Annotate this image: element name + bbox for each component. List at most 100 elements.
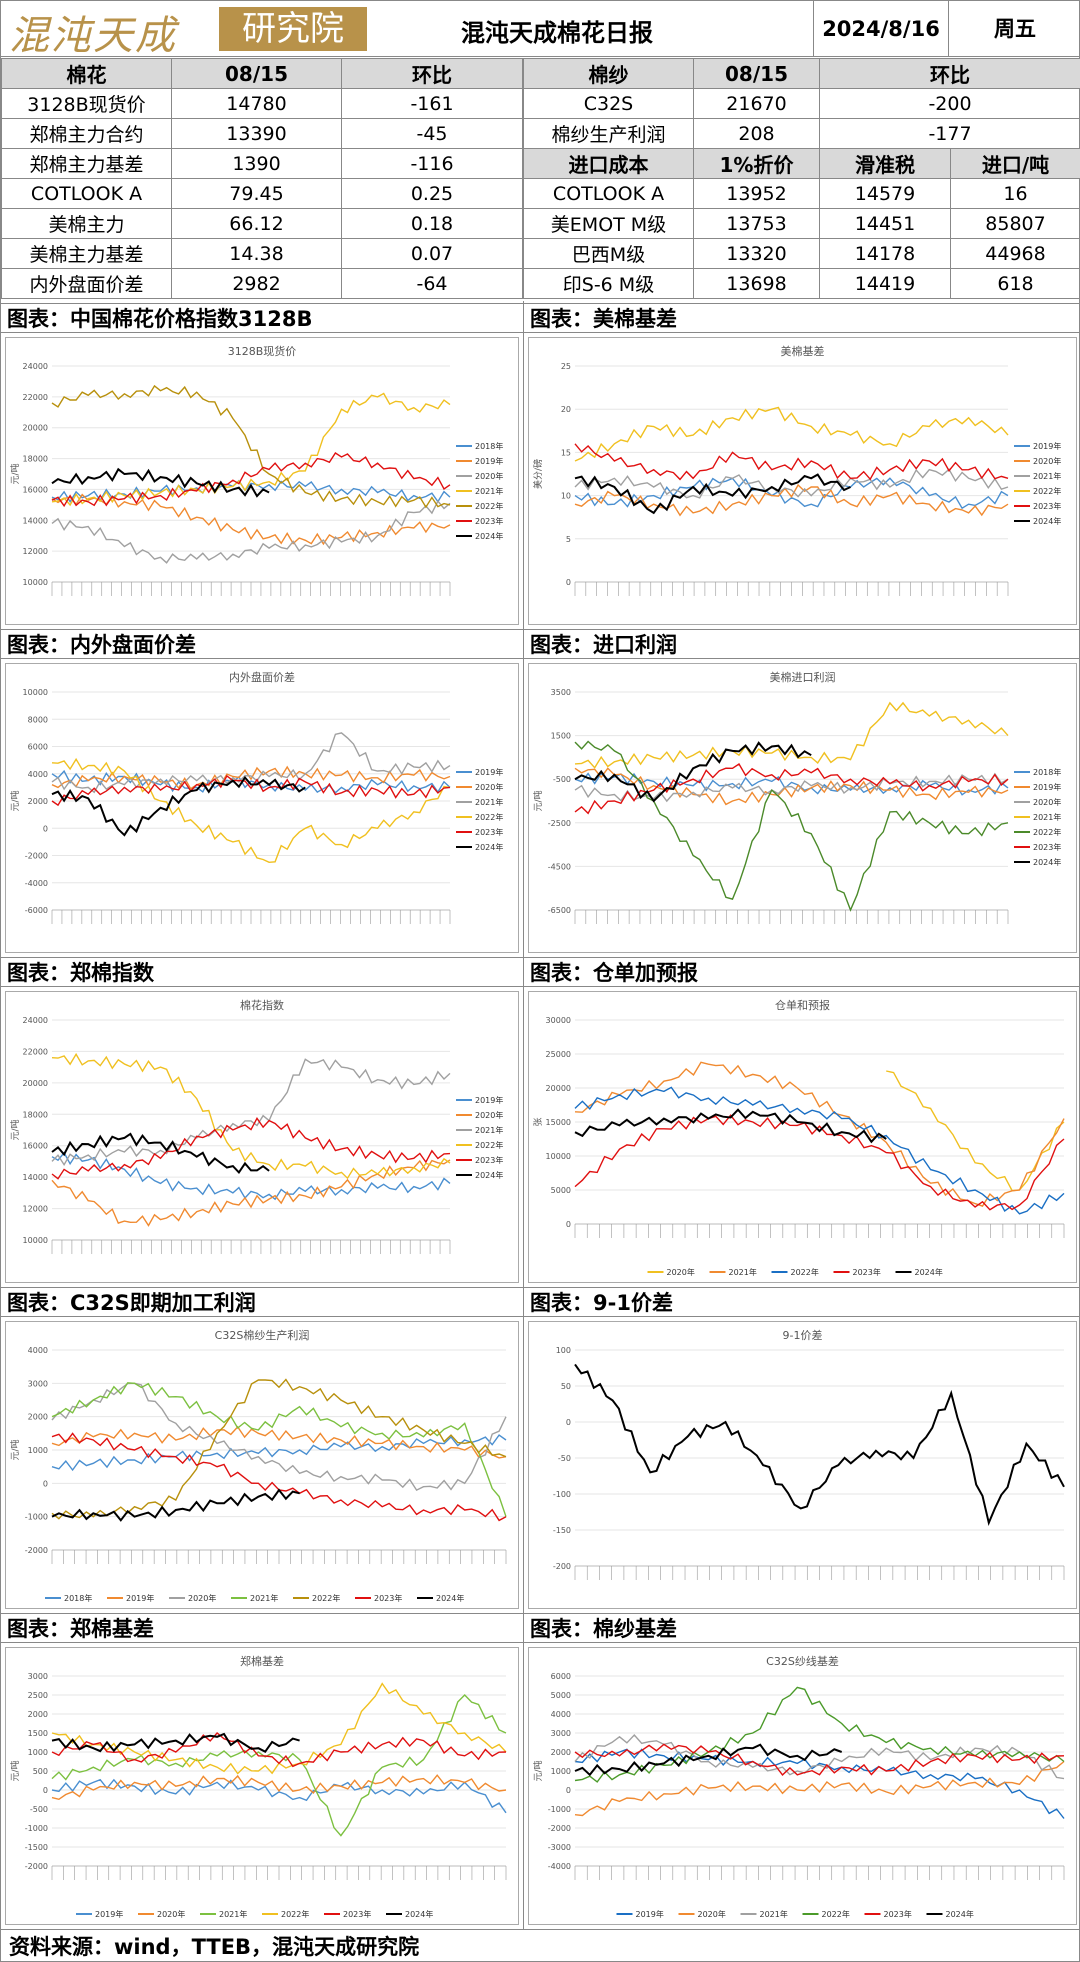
series-line-2023年	[574, 1743, 1065, 1776]
legend-label: 2021年	[475, 797, 503, 807]
y-tick-label: 100	[556, 1346, 571, 1355]
y-tick-label: 3500	[551, 688, 571, 697]
legend-label: 2019年	[95, 1909, 123, 1919]
row-label: 巴西M级	[523, 238, 694, 269]
table-row: 美棉主力 66.12 0.18	[1, 208, 523, 239]
y-tick-label: -100	[553, 1490, 571, 1499]
section-title: 图表：进口利润	[524, 629, 1080, 659]
series-line-2023年	[51, 1116, 451, 1180]
row-value: 66.12	[171, 208, 342, 239]
table-row: 美EMOT M级 13753 14451 85807	[523, 208, 1080, 239]
legend-label: 2024年	[475, 531, 503, 541]
chart-warehouse-receipts: 仓单和预报张 0 5000 10000 15000 20000 25000 30000 2020…	[528, 991, 1077, 1283]
series-line-2020年	[886, 1070, 1065, 1192]
y-tick-label: 16000	[23, 1142, 48, 1151]
legend-label: 2022年	[1033, 486, 1061, 496]
series-line-2024年	[51, 1488, 300, 1522]
row-value: 14451	[819, 208, 951, 239]
series-line-2021年	[574, 1061, 1065, 1207]
report-header: 混沌天成 研究院 混沌天成棉花日报 2024/8/16 周五	[1, 1, 1080, 59]
y-axis-label: 元/吨	[532, 790, 544, 811]
report-date: 2024/8/16	[813, 1, 949, 57]
y-tick-label: 12000	[23, 1205, 48, 1214]
row-value: 16	[950, 178, 1080, 209]
y-tick-label: 2000	[551, 1748, 571, 1757]
y-tick-label: 10000	[23, 578, 48, 587]
y-tick-label: -200	[553, 1562, 571, 1571]
y-tick-label: 10	[561, 492, 571, 501]
column-divider	[523, 301, 524, 1929]
y-tick-label: 4000	[551, 1710, 571, 1719]
row-label: COTLOOK A	[523, 178, 694, 209]
y-tick-label: 0	[566, 1418, 571, 1427]
series-line-2022年	[51, 384, 451, 509]
chart-inner-outer-spread: 内外盘面价差 元/吨 -6000 -4000 -2000 0 2000 4000 6000 800…	[5, 663, 519, 953]
series-line-2018年	[51, 1434, 507, 1472]
legend-label: 2022年	[1033, 827, 1061, 837]
series-line-2021年	[51, 392, 451, 507]
y-tick-label: 20	[561, 405, 571, 414]
c8-svg: 9-1价差 -200 -150 -100 -50 0 50 100	[553, 1328, 1065, 1580]
chart-zce-index: 棉花指数 元/吨 10000 12000 14000 16000 18000 20000 220…	[5, 991, 519, 1283]
chart-title: 仓单和预报	[775, 998, 830, 1012]
legend-label: 2023年	[374, 1593, 402, 1603]
table-row: 巴西M级 13320 14178 44968	[523, 238, 1080, 269]
series-line-2019年	[51, 1778, 507, 1814]
y-axis-label: 元/吨	[9, 1439, 21, 1460]
logo-box: 研究院	[219, 7, 367, 51]
chart-title: 美棉进口利润	[770, 670, 836, 684]
legend-label: 2020年	[188, 1593, 216, 1603]
row-change: 0.07	[341, 238, 523, 269]
series-line-2024年	[574, 1743, 843, 1777]
legend-label: 2022年	[475, 1140, 503, 1150]
series-line-2023年	[51, 1732, 507, 1768]
series-line-2022年	[574, 740, 1009, 912]
y-tick-label: 1500	[551, 732, 571, 741]
y-tick-label: 18000	[23, 455, 48, 464]
y-axis-label: 元/吨	[9, 790, 21, 811]
legend-label: 2024年	[475, 1170, 503, 1180]
legend-label: 2018年	[64, 1593, 92, 1603]
logo-text: 混沌天成	[9, 13, 177, 59]
y-tick-label: 6000	[28, 743, 48, 752]
series-line-2020年	[51, 1774, 507, 1801]
legend-label: 2022年	[312, 1593, 340, 1603]
series-line-2019年	[51, 1151, 451, 1201]
section-title: 图表：郑棉指数	[1, 957, 523, 987]
legend-label: 2022年	[281, 1909, 309, 1919]
y-tick-label: -2000	[25, 1546, 48, 1555]
series-line-2021年	[574, 701, 1009, 769]
legend-label: 2024年	[475, 842, 503, 852]
y-tick-label: 14000	[23, 1173, 48, 1182]
y-tick-label: -500	[553, 775, 571, 784]
row-value: 2982	[171, 268, 342, 299]
legend-label: 2019年	[475, 1095, 503, 1105]
y-tick-label: -2000	[548, 1824, 571, 1833]
legend-label: 2022年	[822, 1909, 850, 1919]
y-tick-label: 3000	[28, 1379, 48, 1388]
series-line-2020年	[51, 499, 451, 564]
y-tick-label: 10000	[23, 1236, 48, 1245]
legend-label: 2021年	[250, 1593, 278, 1603]
y-tick-label: 25	[561, 362, 571, 371]
legend-label: 2020年	[667, 1267, 695, 1277]
series-line-2018年	[574, 772, 1009, 796]
table-header-cell: 1%折价	[693, 148, 820, 179]
chart-title: C32S纱线基差	[766, 1654, 839, 1668]
row-label: 内外盘面价差	[1, 268, 172, 299]
legend-label: 2020年	[475, 1110, 503, 1120]
series-line-2022年	[574, 1086, 1065, 1215]
chart-us-cotton-basis: 美棉基差 美分/磅 0 5 10 15 20 25 2019年 2020年 2021年 2022年 20…	[528, 337, 1077, 625]
legend-label: 2019年	[1033, 782, 1061, 792]
series-line-2019年	[51, 493, 451, 546]
y-tick-label: 22000	[23, 1047, 48, 1056]
y-tick-label: 5000	[551, 1186, 571, 1195]
y-tick-label: -2000	[25, 1862, 48, 1871]
y-tick-label: 5	[566, 535, 571, 544]
section-title: 图表：美棉基差	[524, 303, 1080, 333]
report-title: 混沌天成棉花日报	[461, 19, 653, 47]
